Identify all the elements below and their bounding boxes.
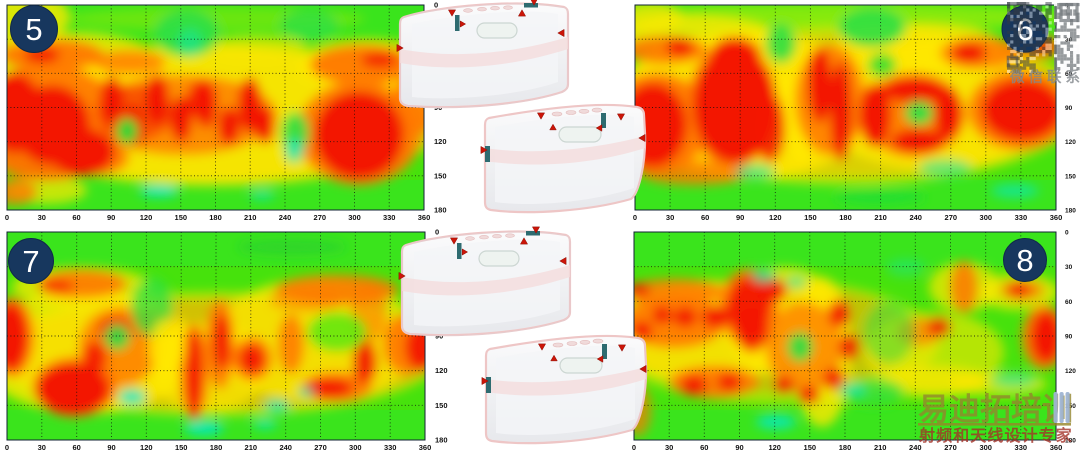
- svg-text:150: 150: [434, 171, 447, 180]
- svg-text:微信联系: 微信联系: [1009, 68, 1080, 86]
- svg-text:60: 60: [72, 213, 80, 222]
- svg-text:0: 0: [633, 213, 637, 222]
- svg-text:210: 210: [244, 213, 257, 222]
- svg-text:210: 210: [874, 213, 887, 222]
- svg-text:360: 360: [419, 443, 432, 452]
- svg-text:300: 300: [349, 443, 362, 452]
- svg-text:270: 270: [314, 443, 327, 452]
- svg-text:30: 30: [38, 443, 46, 452]
- svg-text:180: 180: [1065, 208, 1076, 215]
- svg-text:300: 300: [979, 443, 992, 452]
- svg-text:300: 300: [348, 213, 361, 222]
- svg-text:300: 300: [980, 213, 993, 222]
- svg-text:360: 360: [1050, 443, 1063, 452]
- svg-text:60: 60: [701, 213, 709, 222]
- svg-text:270: 270: [314, 213, 327, 222]
- svg-text:120: 120: [140, 443, 153, 452]
- svg-text:240: 240: [909, 213, 922, 222]
- svg-text:330: 330: [1015, 213, 1028, 222]
- svg-text:360: 360: [1050, 213, 1063, 222]
- svg-text:易迪拓培训: 易迪拓培训: [918, 392, 1073, 427]
- svg-text:90: 90: [107, 443, 115, 452]
- svg-text:180: 180: [1065, 438, 1076, 445]
- svg-text:0: 0: [434, 1, 438, 10]
- svg-text:30: 30: [665, 443, 673, 452]
- svg-text:90: 90: [107, 213, 115, 222]
- svg-text:0: 0: [632, 443, 636, 452]
- svg-text:0: 0: [5, 213, 9, 222]
- svg-text:90: 90: [1065, 334, 1073, 341]
- svg-text:30: 30: [666, 213, 674, 222]
- svg-text:0: 0: [5, 443, 9, 452]
- svg-text:150: 150: [804, 213, 817, 222]
- svg-text:180: 180: [839, 213, 852, 222]
- svg-text:330: 330: [1015, 443, 1028, 452]
- svg-text:0: 0: [435, 228, 439, 237]
- svg-text:120: 120: [1065, 368, 1076, 375]
- svg-text:30: 30: [1065, 264, 1073, 271]
- svg-text:180: 180: [435, 436, 448, 445]
- svg-text:150: 150: [175, 443, 188, 452]
- svg-text:5: 5: [25, 12, 42, 47]
- svg-text:240: 240: [909, 443, 922, 452]
- svg-text:120: 120: [140, 213, 153, 222]
- svg-text:240: 240: [279, 443, 292, 452]
- svg-text:150: 150: [175, 213, 188, 222]
- svg-text:150: 150: [435, 401, 448, 410]
- svg-text:0: 0: [1065, 230, 1069, 237]
- svg-text:7: 7: [22, 244, 39, 279]
- svg-text:210: 210: [245, 443, 258, 452]
- svg-text:180: 180: [839, 443, 852, 452]
- svg-text:270: 270: [945, 213, 958, 222]
- svg-text:120: 120: [1065, 139, 1076, 146]
- svg-text:60: 60: [73, 443, 81, 452]
- svg-text:射频和天线设计专家: 射频和天线设计专家: [918, 426, 1073, 445]
- svg-text:240: 240: [279, 213, 292, 222]
- svg-text:330: 330: [384, 443, 397, 452]
- svg-text:120: 120: [769, 213, 782, 222]
- svg-text:60: 60: [1065, 71, 1073, 78]
- svg-text:210: 210: [874, 443, 887, 452]
- svg-text:60: 60: [700, 443, 708, 452]
- svg-text:120: 120: [434, 137, 447, 146]
- svg-text:360: 360: [418, 213, 431, 222]
- svg-text:150: 150: [1065, 403, 1076, 410]
- svg-text:150: 150: [804, 443, 817, 452]
- svg-text:90: 90: [736, 213, 744, 222]
- svg-text:120: 120: [435, 366, 448, 375]
- svg-text:30: 30: [1065, 37, 1073, 44]
- svg-text:180: 180: [209, 213, 222, 222]
- svg-text:330: 330: [383, 213, 396, 222]
- svg-text:60: 60: [1065, 299, 1073, 306]
- svg-text:150: 150: [1065, 173, 1076, 180]
- svg-text:270: 270: [944, 443, 957, 452]
- svg-text:30: 30: [38, 213, 46, 222]
- svg-text:8: 8: [1016, 243, 1033, 278]
- svg-text:180: 180: [434, 206, 447, 215]
- svg-text:90: 90: [735, 443, 743, 452]
- svg-text:180: 180: [210, 443, 223, 452]
- svg-text:120: 120: [768, 443, 781, 452]
- svg-text:90: 90: [1065, 105, 1073, 112]
